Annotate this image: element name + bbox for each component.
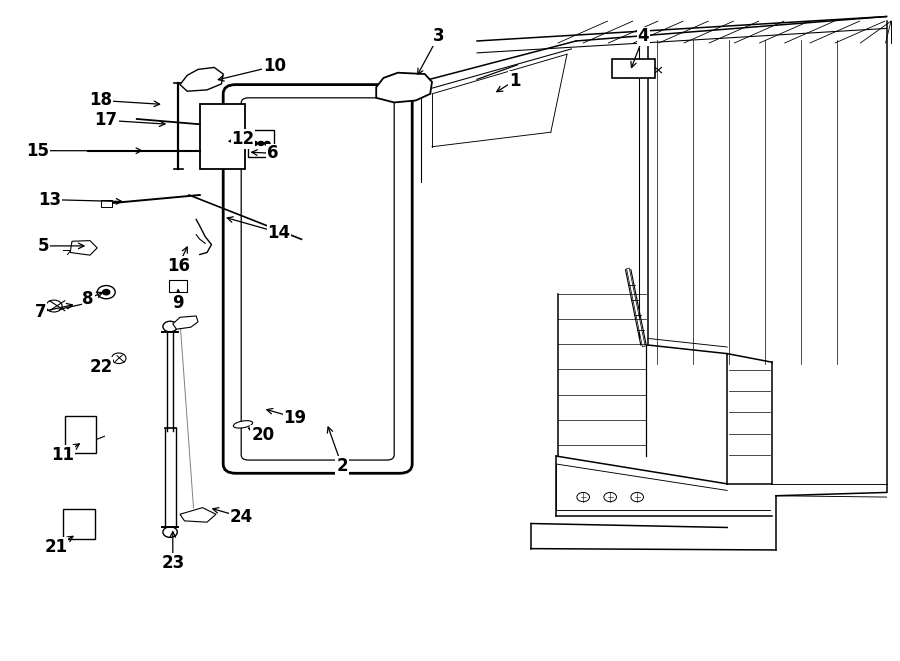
Text: 10: 10 xyxy=(263,57,286,75)
Bar xyxy=(65,416,96,453)
Text: 6: 6 xyxy=(267,144,278,163)
Text: 12: 12 xyxy=(231,130,255,148)
Bar xyxy=(101,200,112,207)
Text: 17: 17 xyxy=(94,111,118,130)
FancyBboxPatch shape xyxy=(223,85,412,473)
Text: 24: 24 xyxy=(230,508,253,526)
Text: 23: 23 xyxy=(161,554,184,572)
Polygon shape xyxy=(180,67,223,91)
Text: 9: 9 xyxy=(173,293,184,312)
Polygon shape xyxy=(173,316,198,329)
Text: 21: 21 xyxy=(44,538,68,557)
Circle shape xyxy=(256,404,262,408)
Circle shape xyxy=(258,141,264,145)
Text: 22: 22 xyxy=(89,358,112,376)
Text: 3: 3 xyxy=(433,27,444,46)
Text: 19: 19 xyxy=(284,408,307,427)
Circle shape xyxy=(265,141,270,145)
Circle shape xyxy=(252,141,257,145)
Text: 14: 14 xyxy=(267,223,291,242)
Polygon shape xyxy=(70,241,97,255)
Text: 18: 18 xyxy=(89,91,112,110)
Text: 13: 13 xyxy=(38,190,61,209)
Text: 15: 15 xyxy=(26,141,50,160)
Text: 5: 5 xyxy=(38,237,49,255)
Bar xyxy=(200,104,245,169)
Ellipse shape xyxy=(233,420,253,428)
Bar xyxy=(248,130,274,157)
FancyBboxPatch shape xyxy=(241,98,394,460)
Text: 11: 11 xyxy=(51,446,75,464)
Polygon shape xyxy=(180,508,216,522)
Bar xyxy=(612,59,655,78)
Text: 2: 2 xyxy=(337,457,347,475)
Bar xyxy=(169,280,187,292)
Circle shape xyxy=(103,290,110,295)
Text: 20: 20 xyxy=(251,426,274,444)
Text: 7: 7 xyxy=(35,303,46,321)
Polygon shape xyxy=(376,73,432,102)
Text: 8: 8 xyxy=(83,290,94,308)
Bar xyxy=(63,509,94,539)
Text: 1: 1 xyxy=(509,71,520,90)
Text: 4: 4 xyxy=(638,27,649,46)
Text: 16: 16 xyxy=(166,256,190,275)
